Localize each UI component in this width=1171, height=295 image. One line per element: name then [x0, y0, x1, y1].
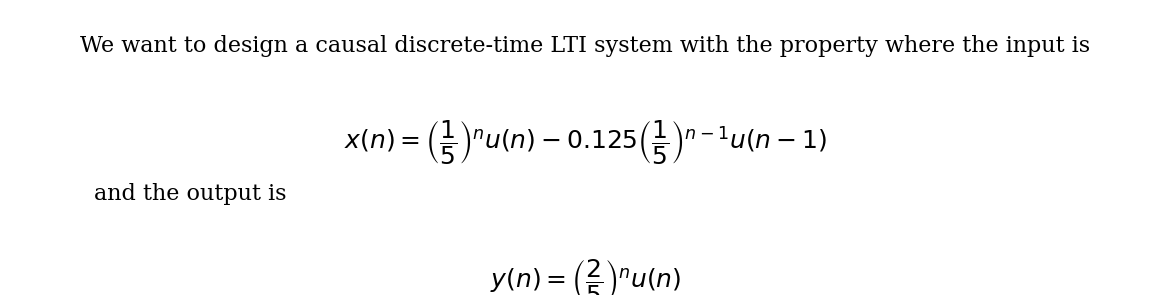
Text: We want to design a causal discrete-time LTI system with the property where the : We want to design a causal discrete-time…: [81, 35, 1090, 58]
Text: $y(n) = \left(\dfrac{2}{5}\right)^n u(n)$: $y(n) = \left(\dfrac{2}{5}\right)^n u(n)…: [489, 257, 682, 295]
Text: and the output is: and the output is: [94, 183, 286, 205]
Text: $x(n) = \left(\dfrac{1}{5}\right)^n u(n) - 0.125\left(\dfrac{1}{5}\right)^{n-1} : $x(n) = \left(\dfrac{1}{5}\right)^n u(n)…: [344, 118, 827, 166]
